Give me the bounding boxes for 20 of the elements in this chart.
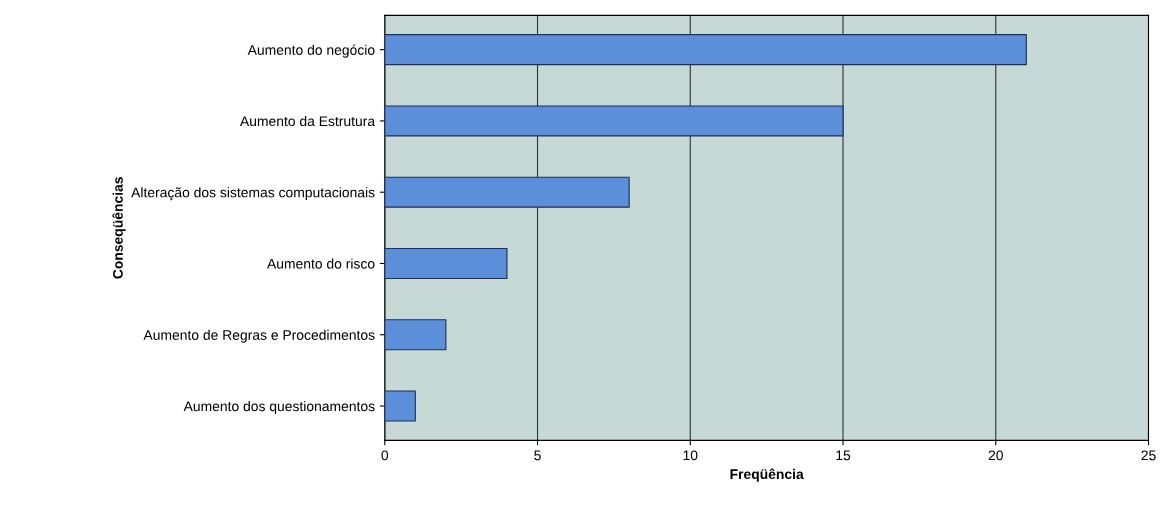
x-tick-label: 10 bbox=[683, 450, 698, 461]
bar bbox=[384, 105, 844, 137]
bar bbox=[384, 319, 447, 351]
x-tick-label: 20 bbox=[988, 450, 1003, 461]
y-tick-label: Aumento do negócio bbox=[247, 44, 375, 58]
y-tick-label: Aumento da Estrutura bbox=[239, 115, 376, 127]
bar bbox=[384, 390, 416, 422]
x-tick-label: 5 bbox=[534, 450, 541, 461]
y-tick-label: Alteração dos sistemas computacionais bbox=[131, 187, 375, 201]
y-axis-title: Conseqüências bbox=[112, 177, 126, 279]
bar bbox=[384, 34, 1027, 66]
y-tick-label: Aumento de Regras e Procedimentos bbox=[143, 329, 375, 343]
x-tick-label: 15 bbox=[836, 450, 851, 461]
x-axis-title: Freqüência bbox=[730, 468, 804, 482]
y-tick-label: Aumento do risco bbox=[267, 258, 375, 269]
x-tick-label: 25 bbox=[1141, 450, 1156, 461]
x-tick-label: 0 bbox=[381, 450, 389, 461]
bar bbox=[384, 176, 630, 208]
bar bbox=[384, 247, 508, 280]
y-tick-label: Aumento dos questionamentos bbox=[183, 401, 375, 414]
